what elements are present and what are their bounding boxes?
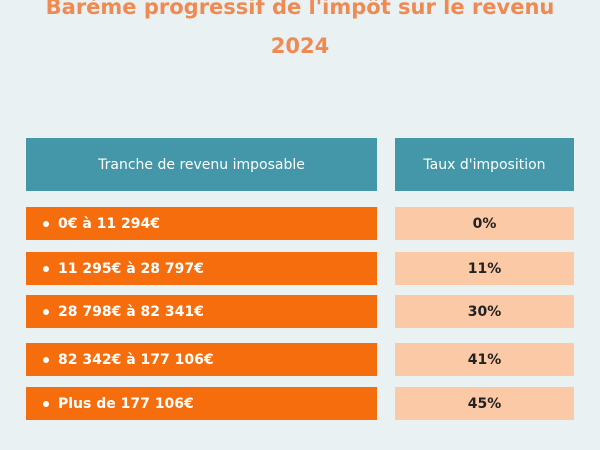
bullet-icon — [43, 265, 49, 272]
rate-cell: 30% — [395, 295, 574, 328]
rate-cell: 41% — [395, 343, 574, 376]
page-title: Barème progressif de l'impôt sur le reve… — [45, 0, 555, 19]
bracket-label: 28 798€ à 82 341€ — [58, 303, 204, 320]
rate-cell: 11% — [395, 252, 574, 285]
bracket-row: 11 295€ à 28 797€ — [26, 252, 377, 285]
bullet-icon — [43, 220, 49, 227]
bracket-row: 82 342€ à 177 106€ — [26, 343, 377, 376]
bracket-label: Plus de 177 106€ — [58, 395, 194, 412]
bracket-row: 28 798€ à 82 341€ — [26, 295, 377, 328]
bullet-icon — [43, 400, 49, 407]
header-bracket: Tranche de revenu imposable — [26, 138, 377, 191]
bracket-label: 11 295€ à 28 797€ — [58, 260, 204, 277]
bracket-row: 0€ à 11 294€ — [26, 207, 377, 240]
bracket-label: 0€ à 11 294€ — [58, 215, 160, 232]
bracket-label: 82 342€ à 177 106€ — [58, 351, 214, 368]
header-rate: Taux d'imposition — [395, 138, 574, 191]
page-title-year: 2024 — [270, 34, 330, 58]
bracket-row: Plus de 177 106€ — [26, 387, 377, 420]
bullet-icon — [43, 356, 49, 363]
rate-cell: 45% — [395, 387, 574, 420]
rate-cell: 0% — [395, 207, 574, 240]
bullet-icon — [43, 308, 49, 315]
